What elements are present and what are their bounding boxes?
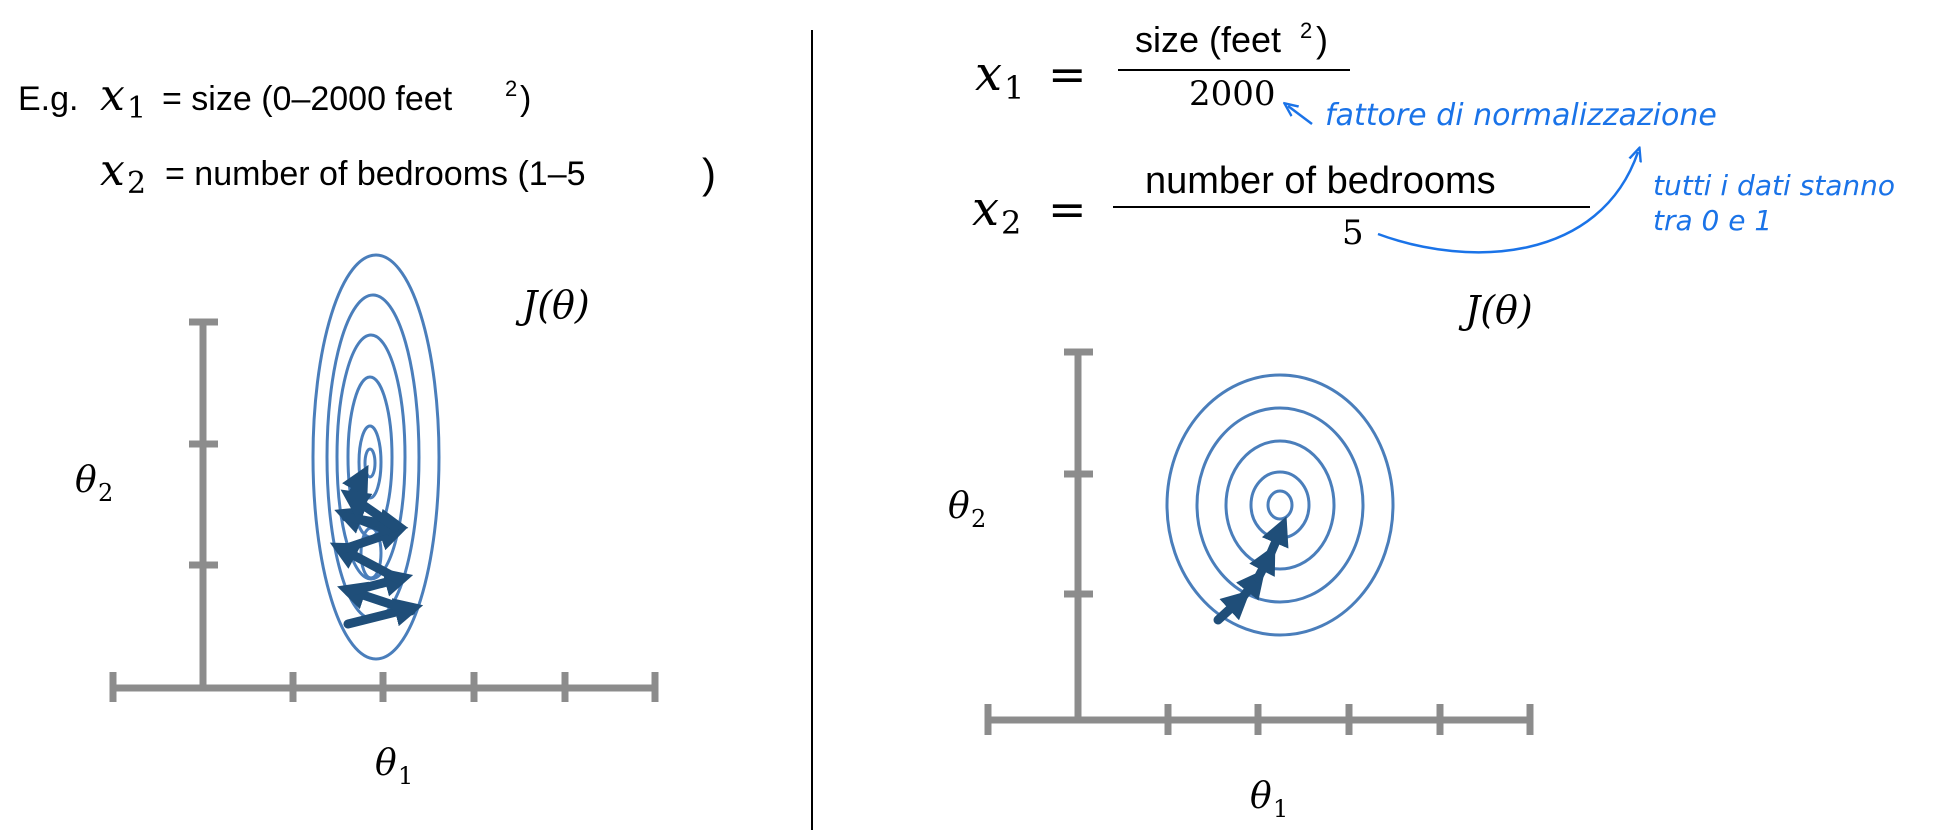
right-x-axis-label: θ 1 [1250, 776, 1288, 823]
svg-text:θ: θ [948, 486, 970, 527]
left-descent-path [329, 464, 424, 629]
svg-text:1: 1 [1273, 795, 1288, 823]
svg-text:1: 1 [398, 762, 413, 790]
right-formula-x1: x 1 = size (feet 2 ) 2000 [975, 18, 1350, 114]
left-axes [109, 318, 659, 702]
range-note-line1: tutti i dati stanno [1653, 169, 1895, 202]
svg-text:2: 2 [971, 505, 986, 533]
x2-var: x [100, 145, 125, 196]
x1-var: x [100, 70, 125, 121]
range-note-line2: tra 0 e 1 [1653, 204, 1772, 237]
right-formula-x2: x 2 = number of bedrooms 5 [972, 160, 1590, 253]
normalization-arrow [1288, 106, 1313, 125]
svg-text:size (feet: size (feet [1135, 19, 1281, 60]
svg-text:x: x [975, 46, 1002, 102]
svg-text:2000: 2000 [1189, 74, 1276, 114]
right-descent-path [1213, 516, 1289, 625]
svg-text:2: 2 [1001, 204, 1021, 242]
svg-text:=: = [1048, 47, 1087, 101]
svg-text:number of bedrooms: number of bedrooms [1145, 160, 1496, 202]
normalization-note: fattore di normalizzazione [1325, 98, 1717, 133]
range-arrow [1377, 152, 1638, 254]
left-formulas: E.g. x 1 = size (0–2000 feet 2 ) x 2 = n… [18, 70, 716, 201]
svg-text:=: = [1048, 182, 1087, 236]
x1-close: ) [520, 80, 531, 118]
left-cost-label: J(θ) [515, 283, 590, 327]
x1-desc: = size (0–2000 feet [162, 80, 453, 118]
right-axes [984, 348, 1534, 735]
svg-text:2: 2 [1300, 18, 1312, 43]
x2-desc: = number of bedrooms (1–5 [165, 155, 586, 193]
svg-text:): ) [1316, 19, 1328, 60]
x2-sub: 2 [127, 166, 146, 201]
x1-sub: 1 [127, 91, 146, 126]
right-cost-label: J(θ) [1458, 288, 1533, 332]
svg-text:θ: θ [1250, 776, 1272, 817]
svg-text:θ: θ [375, 743, 397, 784]
x1-sup: 2 [505, 76, 517, 101]
svg-text:x: x [972, 181, 999, 237]
range-annotation: tutti i dati stanno tra 0 e 1 [1377, 152, 1895, 254]
left-x-axis-label: θ 1 [375, 743, 413, 790]
left-y-axis-label: θ 2 [75, 460, 113, 507]
svg-text:2: 2 [98, 479, 113, 507]
svg-text:1: 1 [1004, 69, 1024, 107]
right-y-axis-label: θ 2 [948, 486, 986, 533]
svg-text:5: 5 [1342, 213, 1364, 253]
svg-text:θ: θ [75, 460, 97, 501]
normalization-annotation: fattore di normalizzazione [1288, 98, 1717, 133]
eg-prefix: E.g. [18, 80, 78, 118]
x2-close: ) [702, 150, 716, 197]
left-contours [311, 253, 441, 661]
right-contours [1165, 373, 1395, 637]
